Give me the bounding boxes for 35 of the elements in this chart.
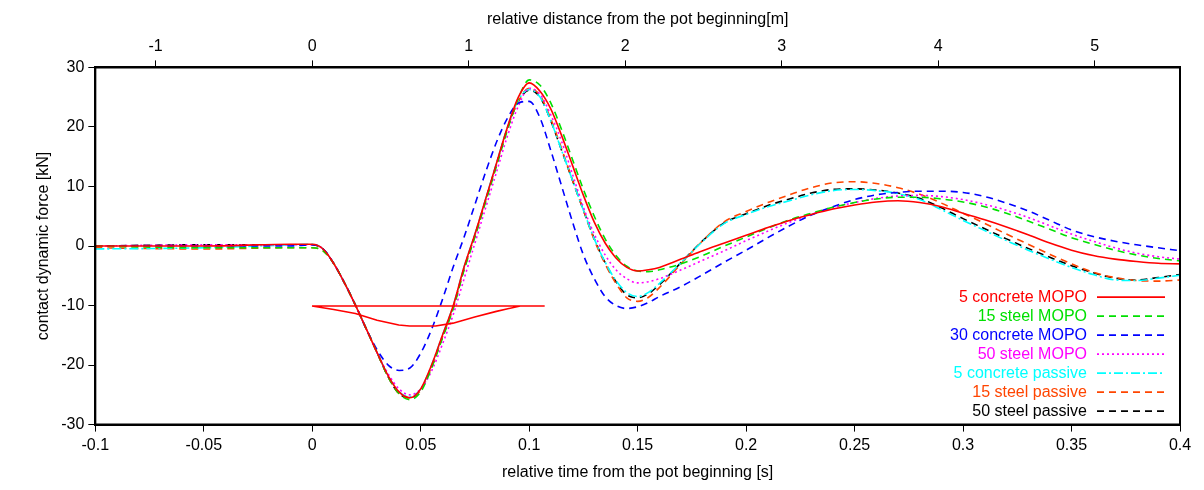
x2-tick-label: 5 [1090, 37, 1100, 55]
y-tick-label: -10 [61, 295, 85, 313]
x-axis-title: relative time from the pot beginning [s] [502, 462, 774, 480]
x2-tick-label: 3 [777, 37, 787, 55]
x2-tick-label: 1 [464, 37, 474, 55]
x2-tick-label: 2 [620, 37, 630, 55]
y-tick-label: 0 [75, 236, 85, 254]
legend-label: 50 steel passive [972, 401, 1088, 419]
legend-label: 5 concrete MOPO [958, 287, 1087, 305]
x-tick-label: 0.05 [405, 435, 437, 453]
y-axis-title: contact dynamic force [kN] [34, 151, 52, 341]
x-tick-label: 0.3 [951, 435, 975, 453]
y-tick-label: 10 [66, 176, 85, 194]
legend-label: 5 concrete passive [953, 363, 1088, 381]
x2-axis-title: relative distance from the pot beginning[m] [486, 10, 789, 28]
x-tick-label: -0.1 [81, 435, 110, 453]
x-tick-label: 0.2 [735, 435, 758, 453]
x-tick-label: 0.4 [1168, 435, 1192, 453]
x-tick-label: 0.35 [1055, 435, 1088, 453]
y-tick-label: -20 [61, 355, 85, 373]
y-tick-label: 20 [66, 117, 85, 135]
x-tick-label: 0.25 [839, 435, 871, 453]
y-tick-label: 30 [66, 57, 85, 75]
x2-tick-label: 0 [307, 37, 317, 55]
legend-label: 50 steel MOPO [977, 344, 1087, 362]
x2-tick-label: -1 [148, 37, 163, 55]
legend-label: 15 steel passive [972, 382, 1088, 400]
x2-tick-label: 4 [933, 37, 943, 55]
x-tick-label: -0.05 [185, 435, 223, 453]
y-tick-label: -30 [61, 415, 85, 433]
x-tick-label: 0.1 [518, 435, 541, 453]
legend-label: 30 concrete MOPO [950, 325, 1087, 343]
legend-label: 15 steel MOPO [977, 306, 1087, 324]
x-tick-label: 0.15 [622, 435, 654, 453]
x-tick-label: 0 [307, 435, 317, 453]
